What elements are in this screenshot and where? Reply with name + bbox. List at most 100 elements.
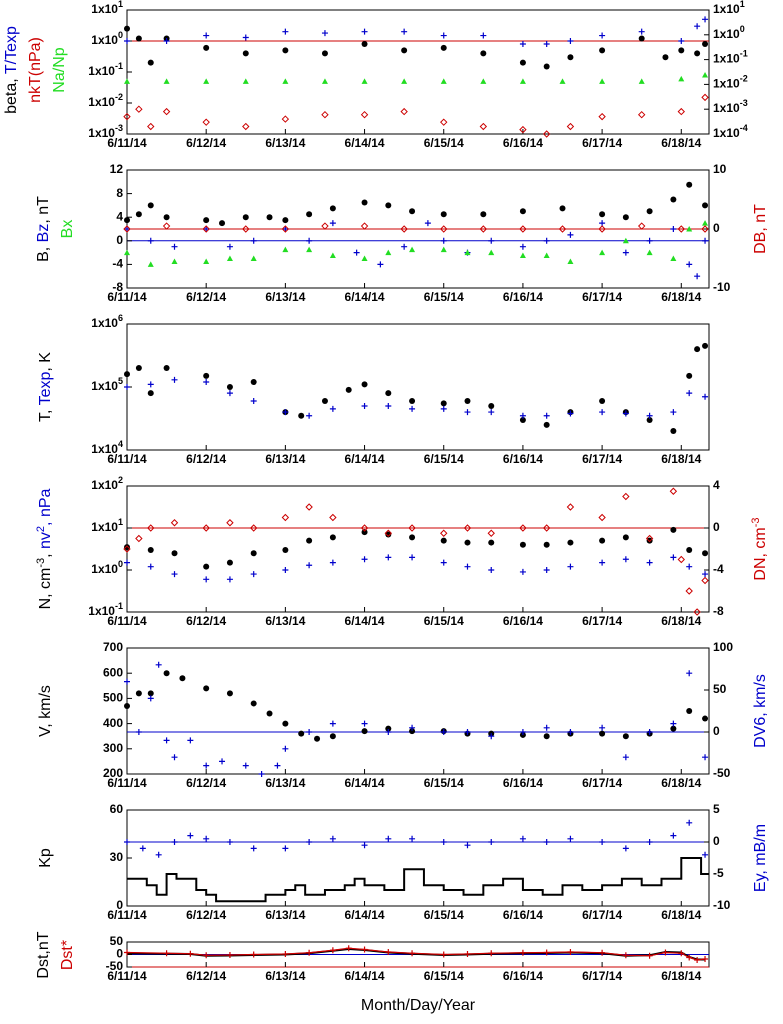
left-tick-label-base: 1x10 [91, 2, 118, 16]
left-tick-label: 0 [116, 947, 123, 961]
data-point [282, 745, 289, 752]
right-tick-label-exponent: 1 [740, 0, 745, 9]
left-tick-label: 50 [110, 934, 124, 948]
data-point [488, 402, 495, 409]
data-point [646, 537, 653, 544]
data-point [147, 381, 154, 388]
data-point [147, 261, 154, 267]
x-tick-label: 6/15/14 [424, 136, 464, 150]
right-axis-label: Ey, mB/m [752, 824, 769, 892]
data-point [147, 690, 154, 697]
left-tick-label-exponent: 2 [118, 475, 123, 485]
data-point [385, 402, 392, 409]
left-tick-label-base: 1x10 [88, 604, 115, 618]
data-point [686, 670, 693, 677]
y-axis-label-part: , nT [35, 196, 52, 224]
data-point [670, 720, 677, 727]
data-point [464, 951, 471, 957]
data-point [321, 110, 329, 119]
data-point [488, 950, 495, 957]
right-tick-label-base: 1x10 [713, 126, 740, 140]
left-tick-label: 1x101 [91, 0, 123, 16]
data-point [464, 563, 471, 570]
series-V-0 [124, 670, 709, 742]
left-tick-label: 0 [116, 233, 123, 247]
data-point [203, 685, 210, 692]
left-tick-label: 1x105 [91, 376, 123, 393]
y-axis-label-secondary: Bx [59, 220, 76, 239]
data-point [702, 220, 709, 226]
data-point [519, 225, 527, 233]
data-point [464, 249, 471, 256]
right-tick-label: 1x10-2 [713, 74, 748, 91]
data-point [203, 952, 210, 959]
data-point [440, 839, 447, 845]
data-point [464, 539, 471, 546]
x-tick-label: 6/11/14 [107, 136, 147, 150]
data-point [599, 220, 606, 227]
data-point [226, 519, 234, 527]
data-point [361, 402, 368, 409]
data-point [147, 695, 154, 702]
data-point [599, 730, 606, 737]
data-point [274, 762, 281, 769]
data-point [171, 258, 178, 264]
data-point [519, 729, 526, 735]
data-point [266, 214, 273, 221]
data-point [329, 205, 336, 212]
left-tick-label: 30 [110, 850, 124, 864]
x-tick-label: 6/18/14 [661, 290, 701, 304]
x-tick-label: 6/13/14 [265, 290, 305, 304]
series-V-1 [124, 661, 709, 777]
data-point [519, 568, 526, 575]
y-axis-label-part: T, [37, 405, 54, 422]
data-point [282, 47, 289, 54]
data-point [361, 728, 368, 735]
data-point [543, 237, 550, 244]
y-axis-label-part: , nPa [37, 488, 54, 525]
data-point [440, 729, 447, 735]
data-point [226, 243, 233, 250]
data-point [219, 758, 226, 765]
data-point [139, 845, 146, 852]
data-point [464, 409, 471, 416]
left-tick-label-exponent: -2 [115, 92, 123, 102]
left-tick-label: 1x10-2 [88, 92, 123, 109]
right-tick-label: -5 [713, 866, 724, 880]
data-point [702, 237, 709, 244]
x-tick-label: 6/13/14 [265, 136, 305, 150]
data-point [361, 529, 368, 536]
data-point [124, 217, 130, 224]
data-point [202, 524, 210, 532]
data-point [305, 503, 313, 511]
data-point [488, 567, 495, 573]
data-point [281, 115, 290, 123]
data-point [409, 405, 416, 412]
data-point [282, 567, 289, 573]
data-point [598, 225, 606, 233]
data-point [408, 524, 416, 532]
x-tick-label: 6/16/14 [503, 776, 543, 790]
data-point [250, 571, 257, 578]
x-tick-label: 6/18/14 [661, 969, 701, 983]
data-point [440, 559, 447, 566]
data-point [622, 534, 629, 541]
right-axis-label: DV6, km/s [752, 674, 769, 748]
data-point [401, 243, 408, 250]
y-axis-label: Kp [37, 848, 54, 868]
data-point [385, 249, 392, 256]
data-point [598, 513, 606, 522]
right-tick-label: -10 [713, 280, 731, 294]
data-point [670, 226, 677, 232]
data-point [361, 41, 368, 48]
data-point [163, 38, 170, 44]
data-point [226, 559, 233, 566]
data-point [677, 107, 685, 116]
data-point [250, 379, 257, 386]
x-tick-label: 6/11/14 [107, 614, 147, 628]
data-point [281, 225, 290, 233]
data-point [543, 412, 550, 419]
data-point [250, 550, 257, 557]
data-point [567, 410, 574, 417]
